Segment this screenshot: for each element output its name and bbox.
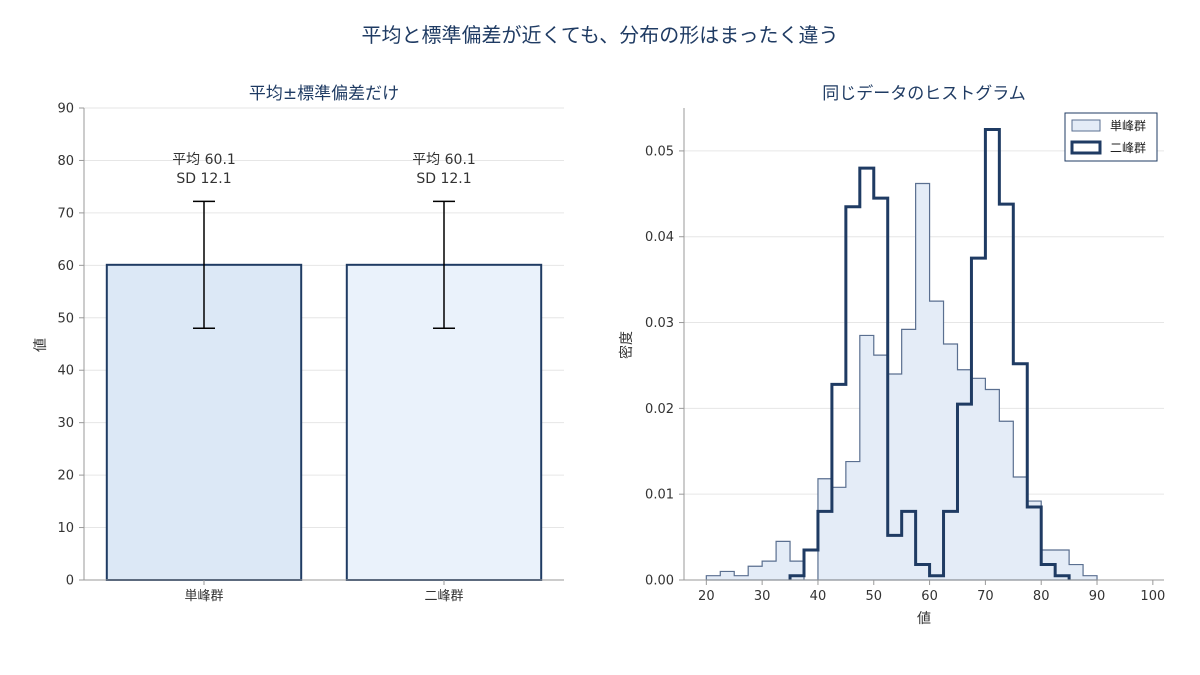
bar-y-tick-label: 0 — [66, 574, 74, 589]
error-bars — [193, 200, 455, 330]
histogram-x-axis-label: 値 — [917, 611, 931, 627]
bar-y-tick-label: 90 — [57, 102, 74, 117]
bar-chart-panel: 平均±標準偏差だけ 平均 60.1 SD 12.1 平均 60.1 SD 12.1 0… — [33, 84, 564, 604]
histogram-x-tick-label: 40 — [810, 589, 827, 604]
annotation-sd: SD 12.1 — [176, 171, 231, 187]
histogram-title: 同じデータのヒストグラム — [822, 83, 1026, 104]
bar-x-tick-label: 単峰群 — [184, 588, 223, 604]
histogram-axes: 0.00 0.01 0.02 0.03 0.04 0.05 20 30 40 50 60 70 80 90… — [645, 108, 1165, 604]
bar-y-tick-label: 80 — [57, 154, 74, 169]
histogram-y-tick-label: 0.00 — [645, 574, 674, 589]
histogram-y-tick-label: 0.04 — [645, 230, 674, 245]
histogram-x-tick-label: 80 — [1033, 589, 1050, 604]
histogram-y-tick-label: 0.03 — [645, 316, 674, 331]
histogram-y-tick-label: 0.05 — [645, 144, 674, 159]
legend-label-unimodal: 単峰群 — [1110, 119, 1146, 133]
bar-y-tick-label: 20 — [57, 469, 74, 484]
bar-y-tick-label: 10 — [57, 521, 74, 536]
legend-swatch-bimodal — [1070, 140, 1102, 155]
bar-y-tick-label: 30 — [57, 416, 74, 431]
histogram-y-axis-label: 密度 — [618, 331, 635, 359]
histogram-y-tick-label: 0.01 — [645, 488, 674, 503]
histogram-x-tick-label: 50 — [865, 589, 882, 604]
histogram-x-tick-label: 90 — [1089, 589, 1106, 604]
histogram-legend: 単峰群 二峰群 — [1064, 112, 1158, 162]
legend-label-bimodal: 二峰群 — [1110, 141, 1146, 155]
histogram-y-tick-label: 0.02 — [645, 402, 674, 417]
bar-axes: 0 10 20 30 40 50 60 70 80 90 単峰群 二峰群 — [57, 102, 564, 604]
bar-chart-title: 平均±標準偏差だけ — [249, 84, 399, 104]
figure-title: 平均と標準偏差が近くても、分布の形はまったく違う — [362, 23, 839, 47]
legend-swatch-unimodal — [1071, 119, 1101, 132]
bar-y-tick-label: 60 — [57, 259, 74, 274]
histogram-bimodal — [788, 127, 1071, 580]
bar-y-tick-label: 70 — [57, 206, 74, 221]
histogram-x-tick-label: 100 — [1140, 589, 1165, 604]
bar-annotations: 平均 60.1 SD 12.1 平均 60.1 SD 12.1 — [172, 152, 476, 187]
bar-y-axis-label: 値 — [33, 338, 49, 352]
histogram-series — [705, 127, 1098, 581]
histogram-x-tick-label: 70 — [977, 589, 994, 604]
histogram-x-tick-label: 20 — [698, 589, 715, 604]
annotation-sd: SD 12.1 — [416, 171, 471, 187]
histogram-x-tick-label: 30 — [754, 589, 771, 604]
histogram-unimodal — [705, 182, 1098, 581]
annotation-mean: 平均 60.1 — [172, 152, 236, 168]
histogram-panel: 同じデータのヒストグラム 0.00 0.01 0.02 0.03 0.04 0.05 20 3… — [618, 83, 1165, 627]
bar-y-tick-label: 50 — [57, 311, 74, 326]
bar-y-tick-label: 40 — [57, 364, 74, 379]
bar-x-tick-label: 二峰群 — [424, 589, 463, 604]
annotation-mean: 平均 60.1 — [412, 152, 476, 168]
histogram-x-tick-label: 60 — [921, 589, 938, 604]
